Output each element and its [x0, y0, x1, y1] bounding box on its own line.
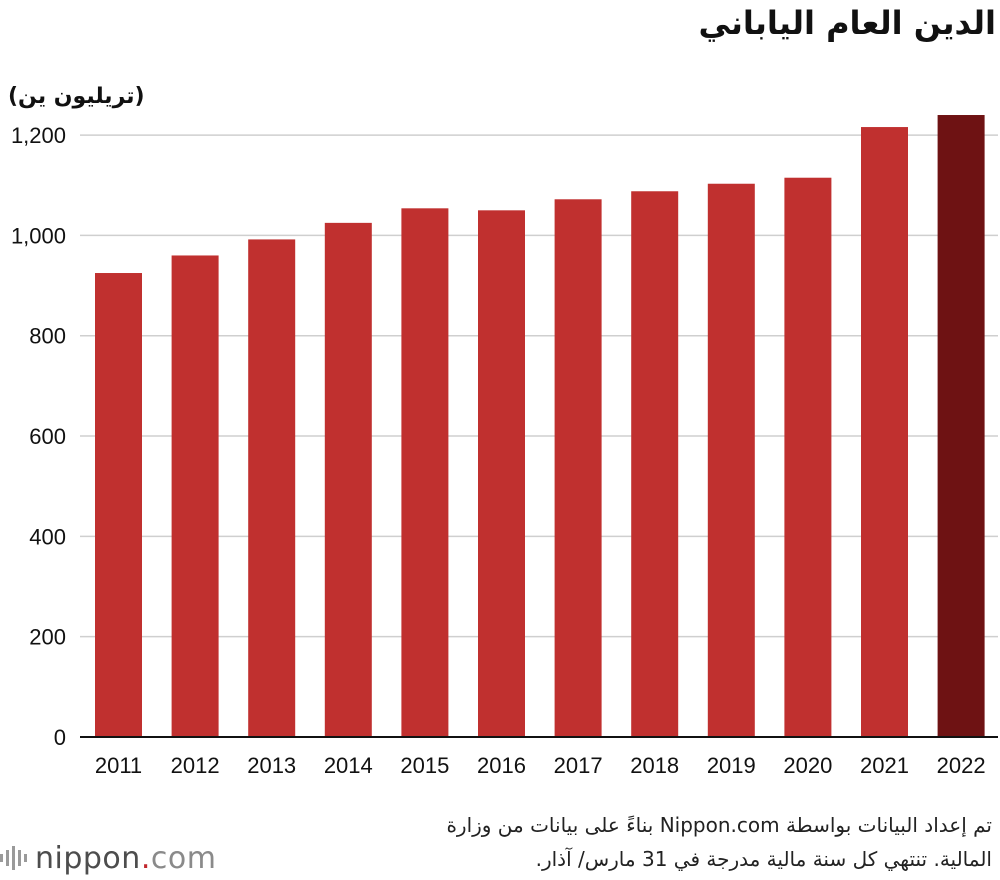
bar: [324, 222, 372, 738]
bar: [248, 239, 296, 738]
y-tick-label: 1,000: [11, 223, 66, 248]
bar: [554, 199, 602, 738]
nippon-logo: nippon.com: [0, 840, 216, 876]
x-tick-label: 2017: [554, 753, 603, 778]
bar: [171, 255, 219, 738]
x-tick-label: 2015: [400, 753, 449, 778]
x-tick-label: 2016: [477, 753, 526, 778]
x-tick-label: 2020: [783, 753, 832, 778]
x-tick-label: 2013: [247, 753, 296, 778]
bar: [401, 208, 449, 737]
x-tick-label: 2018: [630, 753, 679, 778]
y-axis-unit-label: (تريليون ين): [8, 84, 145, 109]
bar: [784, 177, 832, 737]
x-tick-label: 2014: [324, 753, 373, 778]
source-line-1: تم إعداد البيانات بواسطة Nippon.com بناء…: [446, 813, 992, 837]
bar-chart: 0 200 400 600 800 1,000 1,200 2011 2012 2013 2014 2…: [11, 115, 998, 778]
bar: [95, 273, 142, 737]
bar: [707, 183, 755, 737]
x-tick-label: 2011: [95, 753, 142, 778]
source-line-2: المالية. تنتهي كل سنة مالية مدرجة في 31 …: [535, 847, 992, 871]
y-tick-label: 400: [29, 524, 66, 549]
bar: [478, 210, 525, 737]
bar: [861, 127, 908, 738]
y-tick-label: 1,200: [11, 123, 66, 148]
x-tick-label: 2022: [937, 753, 986, 778]
bar: [631, 191, 679, 737]
x-tick-label: 2019: [707, 753, 756, 778]
source-note: تم إعداد البيانات بواسطة Nippon.com بناء…: [292, 808, 992, 876]
chart-title: الدين العام الياباني: [698, 4, 996, 42]
logo-tld: com: [150, 840, 217, 876]
y-tick-label: 600: [29, 424, 66, 449]
x-tick-label: 2012: [171, 753, 220, 778]
x-tick-label: 2021: [860, 753, 909, 778]
logo-name: nippon: [35, 840, 141, 876]
logo-text: nippon.com: [35, 841, 216, 876]
logo-mark-icon: [0, 846, 27, 870]
y-tick-label: 200: [29, 625, 66, 650]
bar: [937, 115, 985, 738]
logo-dot: .: [140, 840, 151, 876]
y-tick-label: 0: [54, 725, 66, 750]
y-tick-label: 800: [29, 324, 66, 349]
